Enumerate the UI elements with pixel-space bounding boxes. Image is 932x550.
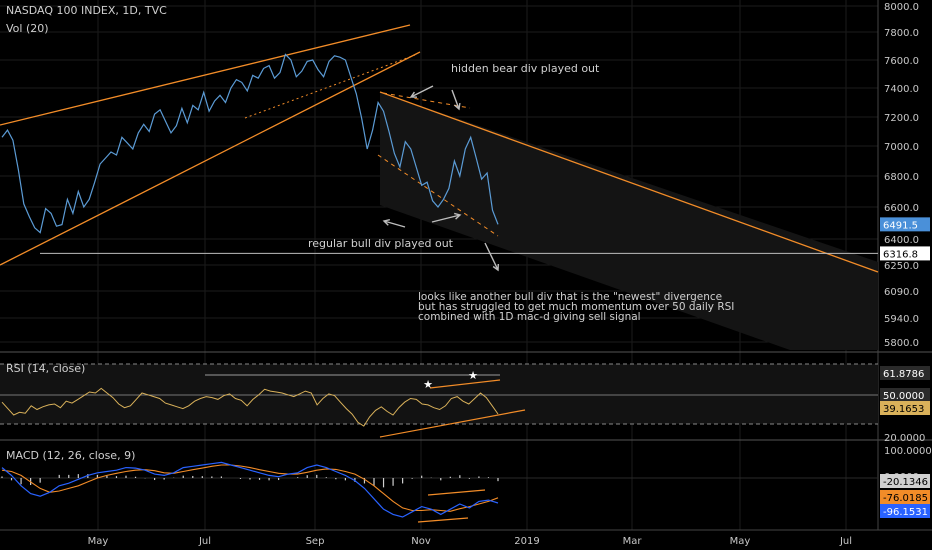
rsi-upper-tag-bg: [880, 366, 930, 380]
macd-top-trend: [427, 489, 486, 496]
rsi-mid-tag: 50.0000: [883, 391, 924, 402]
rsi-last-tag-bg: [880, 401, 930, 415]
macd-bottom-trend: [417, 517, 469, 523]
annotation-arrow-4: [484, 242, 499, 271]
macd-line: [1, 461, 499, 518]
last-price-tag: 6491.5: [883, 220, 918, 231]
macd-label: MACD (12, 26, close, 9): [6, 449, 136, 462]
annotations: hidden bear div played out regular bull d…: [308, 62, 734, 323]
rsi-pane[interactable]: ★★: [0, 363, 878, 438]
rsi-upper-tag: 61.8786: [883, 369, 924, 380]
note-line-1: looks like another bull div that is the …: [418, 291, 722, 303]
bull-div-dashed: [377, 154, 499, 237]
annotation-arrowhead-1: [454, 102, 461, 111]
price-tick-label: 7800.0: [884, 28, 919, 39]
rsi-last-tag: 39.1653: [883, 404, 924, 415]
note-line-2: but has struggled to get much momentum o…: [418, 301, 734, 313]
macd-line-tag-bg: [880, 504, 930, 518]
macd-line-tag: -96.1531: [883, 507, 928, 518]
macd-signal-tag: -76.0185: [883, 493, 928, 504]
annotation-arrowhead-0: [409, 91, 418, 98]
rsi-mid-tag-bg: [880, 388, 930, 402]
time-tick-label: Nov: [411, 536, 431, 547]
price-tick-label: 7400.0: [884, 84, 919, 95]
macd-signal-tag-bg: [880, 490, 930, 504]
annotation-arrow-3: [431, 214, 461, 223]
descending-trendline: [379, 91, 879, 273]
annotation-arrow-2: [383, 220, 406, 228]
price-tick-label: 7600.0: [884, 56, 919, 67]
volume-label: Vol (20): [6, 22, 49, 35]
time-tick-label: 2019: [514, 536, 539, 547]
time-tick-label: May: [88, 536, 109, 547]
rsi-label: RSI (14, close): [6, 362, 86, 375]
rsi-top-trend: [429, 379, 501, 389]
rsi-band: [0, 364, 878, 424]
annotation-arrow-0: [410, 85, 434, 98]
price-tick-label: 6090.0: [884, 287, 919, 298]
price-tick-label: 6250.0: [884, 261, 919, 272]
support-price-tag: 6316.8: [883, 249, 918, 260]
symbol-title: NASDAQ 100 INDEX, 1D, TVC: [6, 4, 167, 17]
price-tick-label: 7200.0: [884, 113, 919, 124]
price-tick-label: 6600.0: [884, 203, 919, 214]
price-tick-label: 5800.0: [884, 338, 919, 349]
shaded-channel: [380, 92, 878, 350]
rsi-series-line: [1, 387, 499, 427]
time-tick-label: Jul: [839, 536, 852, 547]
macd-hist-tag: -20.1346: [883, 477, 928, 488]
rsi-rising-trend: [379, 409, 526, 438]
time-tick-label: Jul: [198, 536, 211, 547]
annotation-arrow-1: [451, 89, 460, 110]
price-tick-label: 6400.0: [884, 235, 919, 246]
time-axis[interactable]: May Jul Sep Nov 2019 Mar May Jul: [0, 529, 932, 547]
annotation-arrowhead-2: [382, 218, 391, 226]
price-axis[interactable]: 8000.0 7800.0 7600.0 7400.0 7200.0 7000.0 6800…: [880, 2, 932, 518]
time-tick-label: Mar: [623, 536, 643, 547]
price-pane[interactable]: [0, 24, 879, 350]
macd-pane[interactable]: [0, 461, 878, 523]
note-line-3: combined with 1D mac-d giving sell signa…: [418, 311, 641, 323]
price-series-line: [1, 53, 499, 234]
rsi-marker-1: ★: [423, 378, 433, 391]
price-tick-label: 5940.0: [884, 314, 919, 325]
signal-line: [1, 464, 499, 512]
time-tick-label: May: [730, 536, 751, 547]
annotation-arrowhead-3: [454, 212, 462, 220]
rsi-marker-2: ★: [468, 369, 478, 382]
price-tick-label: 6800.0: [884, 172, 919, 183]
last-price-tag-bg: [880, 217, 930, 232]
dotted-trendline: [244, 54, 416, 119]
upper-trendline: [0, 24, 411, 126]
time-tick-label: Sep: [306, 536, 325, 547]
support-price-tag-bg: [880, 246, 930, 261]
price-tick-label: 7000.0: [884, 142, 919, 153]
macd-hist-tag-bg: [880, 474, 930, 488]
note-hidden-bear: hidden bear div played out: [451, 62, 600, 75]
price-tick-label: 8000.0: [884, 2, 919, 13]
lower-trendline: [0, 51, 421, 266]
annotation-arrowhead-4: [492, 263, 500, 272]
note-regular-bull: regular bull div played out: [308, 237, 454, 250]
rsi-bottom-label: 20.0000: [884, 433, 925, 444]
macd-top-label: 100.0000: [884, 446, 932, 457]
